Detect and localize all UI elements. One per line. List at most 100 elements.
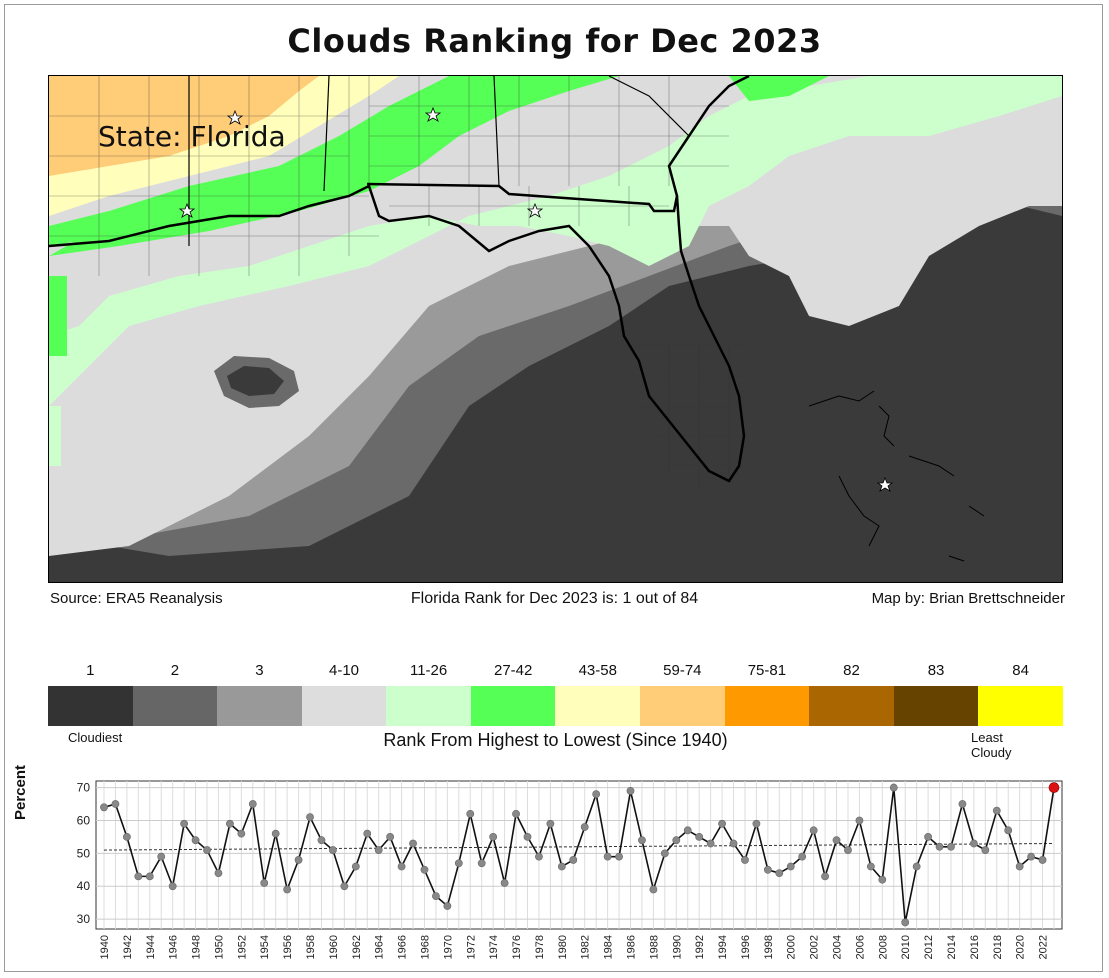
- x-tick-label: 1972: [465, 935, 477, 959]
- star-icon: [526, 202, 544, 218]
- legend-label: 27-42: [493, 662, 533, 679]
- trend-line: [103, 842, 1055, 851]
- x-tick-label: 1986: [626, 935, 638, 959]
- data-point: [741, 856, 749, 864]
- data-point: [649, 885, 658, 894]
- data-point: [901, 918, 910, 927]
- legend-swatch: [809, 686, 894, 726]
- data-point: [489, 833, 498, 841]
- map-zone-rank11-26: [49, 76, 1062, 406]
- legend-label: 11-26: [409, 662, 448, 679]
- data-point: [466, 809, 475, 818]
- x-tick-label: 1970: [442, 935, 454, 959]
- data-point: [809, 826, 818, 835]
- data-point: [878, 875, 887, 884]
- data-point: [775, 869, 784, 877]
- x-tick-label: 2008: [877, 935, 889, 959]
- legend-swatch: [978, 686, 1063, 726]
- legend-right-text: Least Cloudy: [971, 730, 1012, 760]
- data-point: [271, 829, 280, 838]
- legend-swatches: [48, 686, 1063, 726]
- data-point: [203, 846, 211, 854]
- source-caption: Source: ERA5 Reanalysis: [50, 590, 223, 607]
- legend-label: 4-10: [329, 662, 360, 679]
- legend-swatch: [301, 686, 387, 726]
- data-point: [248, 800, 257, 808]
- data-point: [557, 862, 566, 871]
- y-tick-label: 40: [77, 879, 91, 893]
- x-tick-label: 1960: [328, 935, 340, 959]
- legend-swatch: [640, 686, 725, 726]
- data-point: [1004, 826, 1013, 835]
- x-tick-label: 1946: [168, 935, 180, 959]
- x-tick-label: 2004: [832, 935, 844, 959]
- plot-area: [95, 780, 1063, 930]
- data-point: [180, 819, 189, 828]
- data-point: [763, 865, 772, 874]
- map-zone-rank59-74: [49, 76, 319, 176]
- credit-caption: Map by: Brian Brettschneider: [871, 590, 1065, 607]
- x-tick-label: 1996: [740, 935, 752, 959]
- data-point: [454, 859, 463, 868]
- legend-label: 59-74: [663, 662, 702, 679]
- legend-left-text: Cloudiest: [68, 730, 123, 745]
- data-point: [512, 809, 520, 818]
- data-point: [168, 882, 177, 891]
- data-point: [191, 836, 200, 845]
- color-legend: 1 2 3 4-10 11-26 27-42 43-58 59-74 75-81…: [48, 662, 1063, 768]
- data-point: [969, 839, 978, 848]
- y-axis-label: Percent: [12, 764, 29, 820]
- data-point: [912, 862, 921, 871]
- x-tick-label: 1988: [648, 935, 660, 959]
- data-point: [821, 872, 829, 881]
- x-tick-label: 1962: [351, 935, 363, 959]
- data-point: [111, 800, 120, 808]
- legend-label: 75-81: [747, 662, 787, 679]
- legend-labels: 1 2 3 4-10 11-26 27-42 43-58 59-74 75-81…: [48, 662, 1063, 686]
- data-point: [832, 836, 841, 845]
- cloud-rank-map: [48, 75, 1063, 583]
- x-tick-label: 1950: [213, 935, 225, 959]
- legend-label: 1: [86, 662, 95, 679]
- data-point: [615, 852, 623, 861]
- data-point: [1038, 856, 1047, 864]
- x-tick-label: 2020: [1015, 935, 1027, 959]
- data-point: [752, 819, 761, 828]
- x-tick-label: 1992: [694, 935, 706, 959]
- data-point: [237, 829, 246, 838]
- data-point: [924, 833, 932, 841]
- data-point: [351, 862, 360, 871]
- page-title: Clouds Ranking for Dec 2023: [287, 22, 822, 60]
- data-point: [134, 872, 143, 881]
- figure-frame: [4, 4, 1103, 972]
- x-tick-label: 1944: [145, 935, 157, 959]
- legend-label: 3: [255, 662, 264, 679]
- y-tick-label: 60: [77, 813, 91, 827]
- data-point: [443, 902, 452, 910]
- legend-swatch: [48, 686, 133, 726]
- y-tick-label: 50: [77, 846, 91, 860]
- legend-label: 43-58: [578, 662, 617, 679]
- data-point: [294, 856, 303, 864]
- data-point: [798, 852, 807, 861]
- data-point: [569, 856, 578, 864]
- x-tick-label: 2006: [854, 935, 866, 959]
- data-point: [329, 846, 337, 854]
- x-tick-label: 1948: [191, 935, 203, 959]
- highlight-point: [1048, 782, 1060, 793]
- x-tick-label: 1956: [282, 935, 294, 959]
- legend-swatch: [470, 686, 556, 726]
- coastline: [49, 76, 750, 483]
- data-point: [992, 806, 1001, 815]
- county-lines: [49, 76, 749, 486]
- data-point: [523, 833, 532, 841]
- data-point: [386, 833, 395, 841]
- data-point: [363, 829, 372, 838]
- x-tick-label: 1966: [397, 935, 409, 959]
- data-point: [592, 790, 601, 799]
- legend-label: 2: [170, 662, 180, 679]
- y-tick-label: 70: [77, 781, 91, 795]
- data-point: [374, 846, 383, 854]
- series-line: [103, 787, 1055, 923]
- x-tick-label: 2000: [786, 935, 798, 959]
